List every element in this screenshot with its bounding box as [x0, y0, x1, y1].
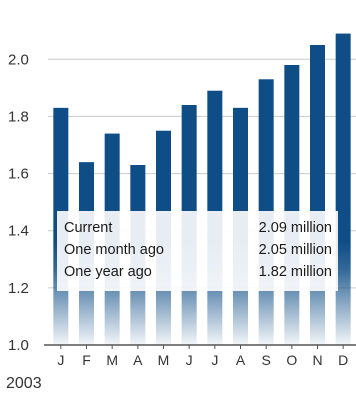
y-tick-label: 1.0 [8, 337, 29, 354]
annotation-box: Current 2.09 million One month ago 2.05 mil… [57, 211, 338, 291]
y-tick-label: 1.6 [8, 166, 29, 183]
x-tick-label: J [186, 352, 193, 368]
annotation-value: 1.82 million [259, 264, 332, 280]
x-tick-label: A [236, 352, 246, 368]
y-tick-label: 1.2 [8, 280, 29, 297]
annotation-label: Current [64, 220, 112, 236]
bar-11 [310, 45, 325, 345]
annotation-background [57, 211, 338, 291]
y-tick-label: 1.4 [8, 223, 29, 240]
bars [53, 33, 351, 346]
annotation-label: One year ago [64, 264, 152, 280]
bar-12 [335, 33, 351, 345]
annotation-value: 2.09 million [259, 220, 332, 236]
bar-10 [284, 65, 300, 345]
x-tick-label: J [57, 352, 64, 368]
x-tick-label: M [106, 352, 118, 368]
annotation-value: 2.05 million [259, 242, 332, 258]
x-axis-year-label: 2003 [6, 375, 42, 392]
annotation-label: One month ago [64, 242, 164, 258]
x-tick-label: M [158, 352, 170, 368]
x-tick-label: N [312, 352, 322, 368]
x-tick-label: S [261, 352, 270, 368]
x-tick-label: A [133, 352, 143, 368]
x-tick-label: D [338, 352, 348, 368]
x-tick-label: J [211, 352, 218, 368]
x-tick-label: O [286, 352, 297, 368]
y-tick-label: 1.8 [8, 108, 29, 125]
x-tick-label: F [82, 352, 91, 368]
y-tick-label: 2.0 [8, 51, 29, 68]
